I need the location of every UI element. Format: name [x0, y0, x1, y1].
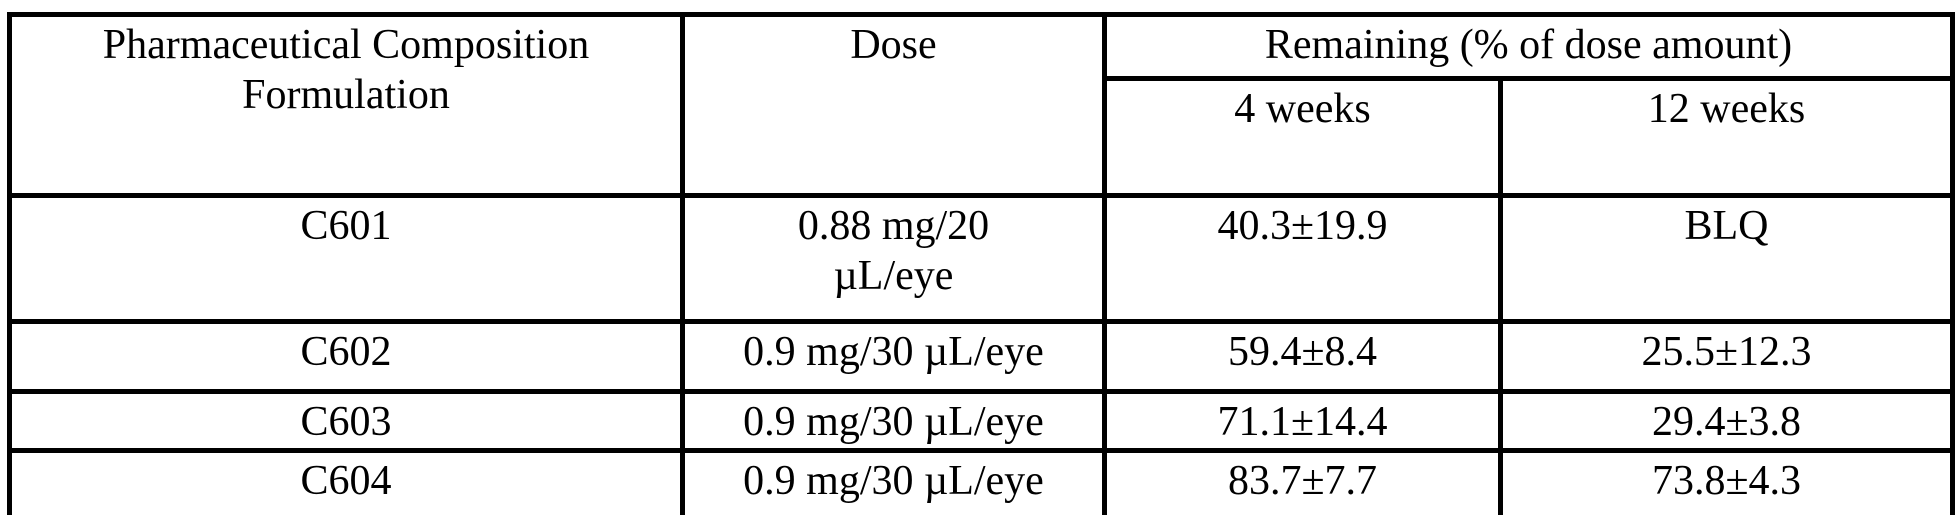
- cell-dose: 0.9 mg/30 µL/eye: [680, 319, 1107, 394]
- cell-week12: BLQ: [1498, 193, 1955, 324]
- table-header: Pharmaceutical Composition Formulation D…: [7, 12, 1955, 198]
- cell-week4: 59.4±8.4: [1102, 319, 1503, 394]
- cell-week12: 25.5±12.3: [1498, 319, 1955, 394]
- header-remaining-group: Remaining (% of dose amount): [1102, 12, 1955, 81]
- header-week4: 4 weeks: [1102, 76, 1503, 198]
- cell-formulation: C602: [7, 319, 685, 394]
- cell-dose: 0.88 mg/20 µL/eye: [680, 193, 1107, 324]
- cell-formulation: C604: [7, 447, 685, 515]
- cell-dose: 0.9 mg/30 µL/eye: [680, 389, 1107, 453]
- cell-week4: 83.7±7.7: [1102, 447, 1503, 515]
- header-row-group: Pharmaceutical Composition Formulation D…: [7, 12, 1955, 198]
- cell-formulation: C601: [7, 193, 685, 324]
- header-row-sub: 4 weeks 12 weeks: [10, 76, 1955, 198]
- table-row-c602: C602 0.9 mg/30 µL/eye 59.4±8.4 25.5±12.3: [7, 319, 1955, 394]
- header-dose: Dose: [680, 12, 1107, 198]
- table-row-c603: C603 0.9 mg/30 µL/eye 71.1±14.4 29.4±3.8: [7, 389, 1955, 453]
- cell-week4: 40.3±19.9: [1102, 193, 1503, 324]
- formulation-remaining-table: Pharmaceutical Composition Formulation D…: [7, 12, 1955, 515]
- header-formulation: Pharmaceutical Composition Formulation: [7, 12, 685, 198]
- cell-dose: 0.9 mg/30 µL/eye: [680, 447, 1107, 515]
- table-row-c601: C601 0.88 mg/20 µL/eye 40.3±19.9 BLQ: [7, 193, 1955, 324]
- cell-week4: 71.1±14.4: [1102, 389, 1503, 453]
- table-body: C601 0.88 mg/20 µL/eye 40.3±19.9 BLQ C60…: [7, 193, 1955, 515]
- cell-week12: 29.4±3.8: [1498, 389, 1955, 453]
- header-week12: 12 weeks: [1498, 76, 1955, 198]
- table-row-c604: C604 0.9 mg/30 µL/eye 83.7±7.7 73.8±4.3: [7, 447, 1955, 515]
- cell-week12: 73.8±4.3: [1498, 447, 1955, 515]
- cell-formulation: C603: [7, 389, 685, 453]
